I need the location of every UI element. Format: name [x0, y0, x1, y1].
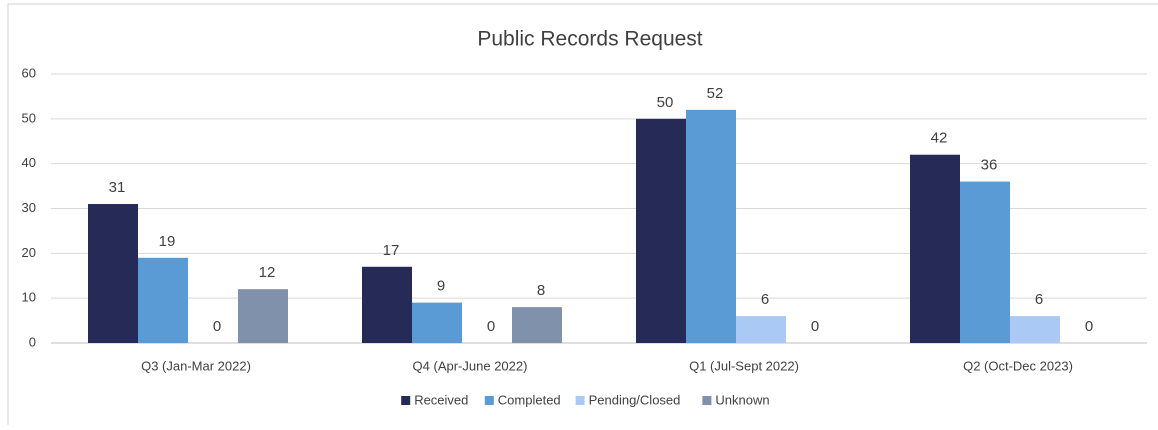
legend-label: Completed: [498, 392, 561, 407]
data-label: 0: [1085, 318, 1093, 335]
y-tick-label: 0: [29, 334, 36, 349]
x-tick-label: Q2 (Oct-Dec 2023): [963, 358, 1073, 373]
chart-frame: [7, 3, 1158, 430]
y-tick-label: 40: [22, 155, 36, 170]
data-label: 8: [537, 282, 545, 299]
data-label: 36: [981, 157, 998, 174]
bar: [238, 289, 288, 343]
bar: [960, 181, 1010, 343]
bar: [736, 316, 786, 343]
bar: [88, 204, 138, 343]
legend-label: Received: [414, 392, 468, 407]
legend-swatch: [575, 396, 585, 405]
chart-title: Public Records Request: [477, 28, 702, 51]
y-tick-label: 30: [22, 200, 36, 215]
y-tick-label: 10: [22, 290, 36, 305]
bar: [910, 154, 960, 343]
data-label: 42: [931, 130, 948, 147]
y-tick-label: 20: [22, 245, 36, 260]
bar: [1010, 316, 1060, 343]
x-tick-label: Q4 (Apr-June 2022): [413, 358, 528, 373]
legend-swatch: [484, 396, 494, 405]
bar: [686, 109, 736, 343]
data-label: 0: [487, 318, 495, 335]
y-tick-label: 50: [22, 110, 36, 125]
bar: [412, 302, 462, 343]
data-label: 19: [159, 233, 176, 250]
bar: [138, 257, 188, 343]
legend-swatch: [401, 396, 411, 405]
bar: [636, 118, 686, 343]
bar: [512, 307, 562, 343]
data-label: 6: [1035, 291, 1043, 308]
data-label: 50: [657, 94, 674, 111]
data-label: 52: [707, 85, 724, 102]
legend-label: Unknown: [715, 392, 769, 407]
legend-swatch: [702, 396, 712, 405]
x-tick-label: Q1 (Jul-Sept 2022): [689, 358, 799, 373]
bar: [362, 266, 412, 343]
data-label: 6: [761, 291, 769, 308]
data-label: 0: [811, 318, 819, 335]
data-label: 9: [437, 278, 445, 295]
y-tick-label: 60: [22, 65, 36, 80]
data-label: 17: [383, 242, 400, 259]
x-tick-label: Q3 (Jan-Mar 2022): [141, 358, 251, 373]
data-label: 0: [213, 318, 221, 335]
legend-label: Pending/Closed: [589, 392, 681, 407]
data-label: 12: [259, 264, 276, 281]
data-label: 31: [109, 179, 126, 196]
